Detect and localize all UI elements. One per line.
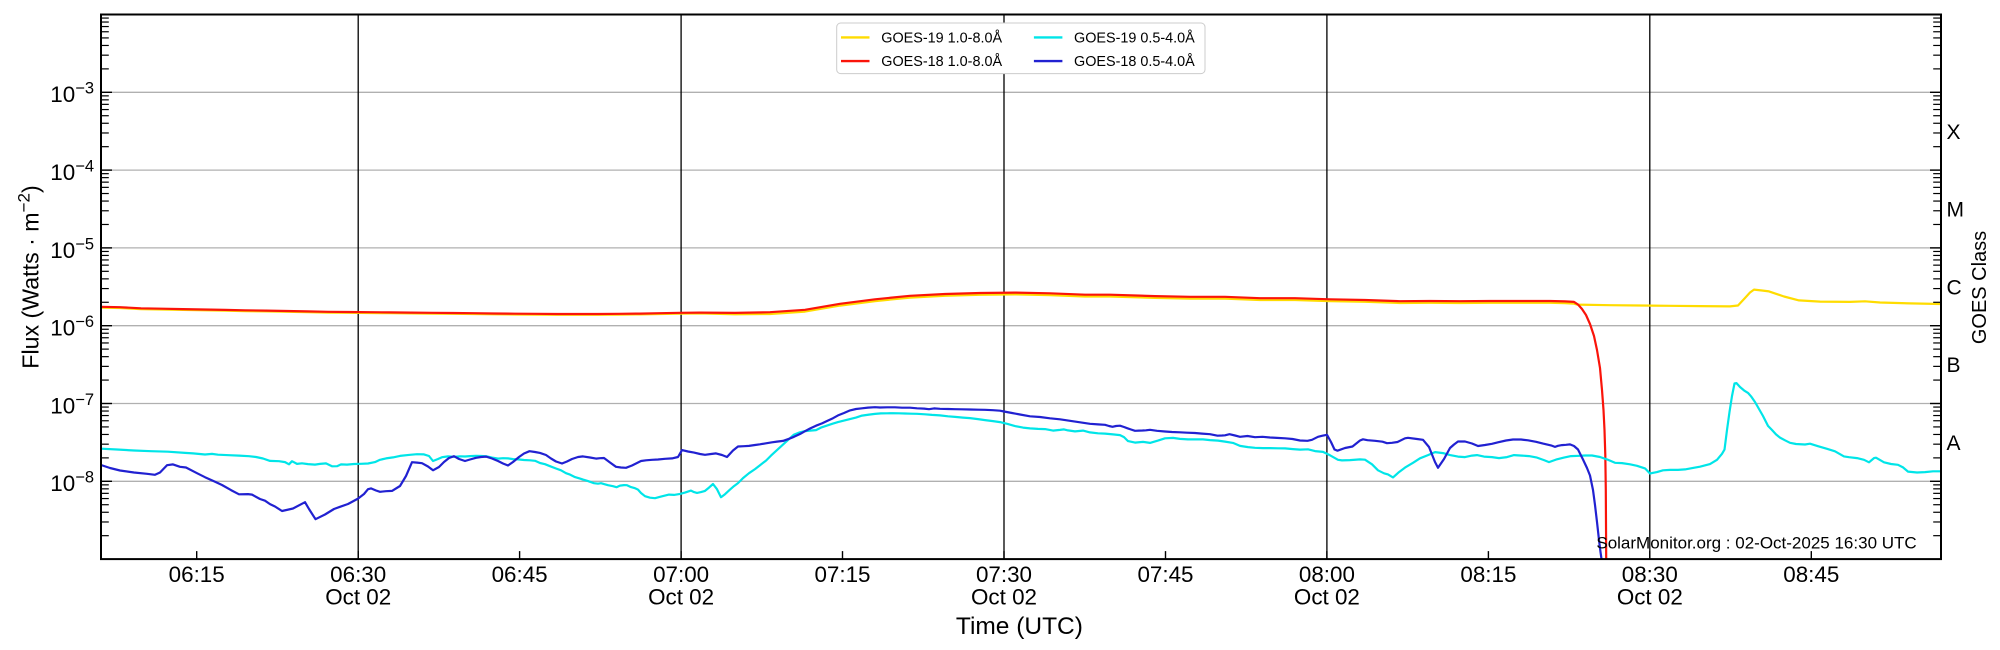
svg-text:07:30: 07:30 <box>976 562 1032 587</box>
svg-text:C: C <box>1947 276 1962 299</box>
svg-text:Time (UTC): Time (UTC) <box>956 613 1083 640</box>
svg-text:B: B <box>1947 354 1961 377</box>
svg-text:GOES Class: GOES Class <box>1969 231 1991 344</box>
svg-text:10−4: 10−4 <box>50 158 94 186</box>
svg-text:07:15: 07:15 <box>814 562 870 587</box>
svg-text:Oct 02: Oct 02 <box>971 585 1037 610</box>
svg-text:10−7: 10−7 <box>50 391 94 419</box>
svg-text:GOES-18 1.0-8.0Å: GOES-18 1.0-8.0Å <box>881 53 1002 70</box>
svg-text:GOES-18 0.5-4.0Å: GOES-18 0.5-4.0Å <box>1074 53 1195 70</box>
svg-text:A: A <box>1947 432 1961 455</box>
svg-text:06:45: 06:45 <box>492 562 548 587</box>
svg-text:06:30: 06:30 <box>330 562 386 587</box>
svg-text:08:00: 08:00 <box>1299 562 1355 587</box>
svg-text:08:30: 08:30 <box>1622 562 1678 587</box>
svg-text:GOES-19 1.0-8.0Å: GOES-19 1.0-8.0Å <box>881 29 1002 46</box>
svg-text:08:45: 08:45 <box>1783 562 1839 587</box>
svg-text:SolarMonitor.org : 02-Oct-2025: SolarMonitor.org : 02-Oct-2025 16:30 UTC <box>1596 534 1916 553</box>
svg-text:X: X <box>1947 121 1961 144</box>
svg-text:Oct 02: Oct 02 <box>1617 585 1683 610</box>
svg-text:GOES-19 0.5-4.0Å: GOES-19 0.5-4.0Å <box>1074 29 1195 46</box>
svg-text:Oct 02: Oct 02 <box>648 585 714 610</box>
svg-text:Oct 02: Oct 02 <box>325 585 391 610</box>
svg-text:07:45: 07:45 <box>1137 562 1193 587</box>
svg-text:Flux (Watts · m−2): Flux (Watts · m−2) <box>15 185 44 368</box>
svg-text:08:15: 08:15 <box>1460 562 1516 587</box>
svg-text:07:00: 07:00 <box>653 562 709 587</box>
svg-text:06:15: 06:15 <box>169 562 225 587</box>
svg-text:Oct 02: Oct 02 <box>1294 585 1360 610</box>
svg-text:M: M <box>1947 199 1965 222</box>
